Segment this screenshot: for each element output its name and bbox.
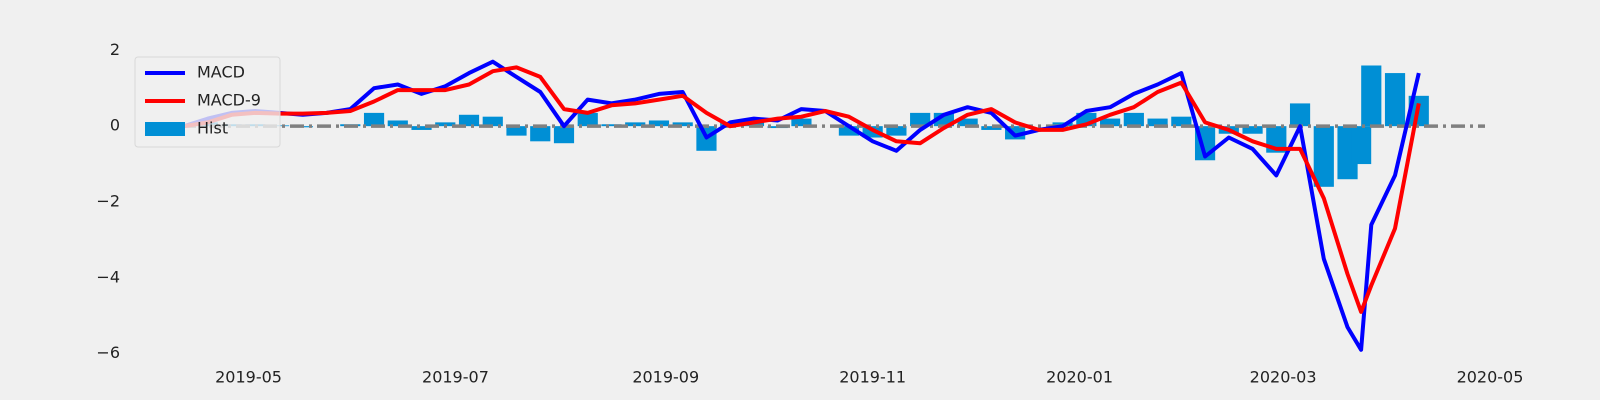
hist-bar [838,126,860,136]
hist-bar [411,126,432,130]
hist-bar [1123,112,1144,127]
legend-swatch [145,122,185,136]
legend-label: Hist [197,119,228,138]
hist-bar [577,112,598,127]
hist-bar [363,112,385,127]
legend: MACD MACD-9 Hist [134,56,281,148]
y-tick-label: −2 [96,191,120,210]
hist-bar [1289,103,1311,127]
hist-bar [625,122,646,127]
x-tick-label: 2019-07 [422,368,489,387]
hist-bar [530,126,551,142]
hist-bar [506,126,527,136]
legend-label: MACD-9 [197,91,261,110]
hist-bar [387,120,408,127]
hist-bar [1100,118,1121,127]
hist-bar [1147,118,1168,127]
hist-layer [155,65,1485,187]
series-line [183,59,1421,352]
x-tick-label: 2020-03 [1250,368,1317,387]
hist-bar [648,120,670,127]
y-tick-label: 0 [110,116,120,135]
legend-label: MACD [197,63,245,82]
x-tick-label: 2020-01 [1046,368,1113,387]
hist-bar [601,124,622,127]
hist-bar [482,116,503,127]
hist-bar [886,126,907,136]
hist-bar [1361,65,1382,127]
hist-bar [553,126,575,144]
hist-bar [672,122,693,127]
hist-bar [435,122,456,127]
hist-bar [1242,126,1263,134]
x-tick-label: 2019-05 [215,368,282,387]
hist-bar [1313,126,1334,187]
y-tick-label: 2 [110,40,120,59]
y-tick-label: −6 [96,343,120,362]
hist-bar [1171,116,1192,127]
hist-bar [1384,73,1406,127]
series-line [183,65,1421,314]
x-tick-label: 2020-05 [1457,368,1524,387]
hist-bar [910,112,931,127]
line-layer [183,59,1421,352]
hist-bar [791,118,812,127]
x-tick-label: 2019-09 [632,368,699,387]
hist-bar [458,114,480,127]
hist-bar [957,118,978,127]
hist-bar [1351,126,1372,165]
y-tick-label: −4 [96,267,120,286]
x-tick-label: 2019-11 [839,368,906,387]
hist-bar [981,126,1002,130]
